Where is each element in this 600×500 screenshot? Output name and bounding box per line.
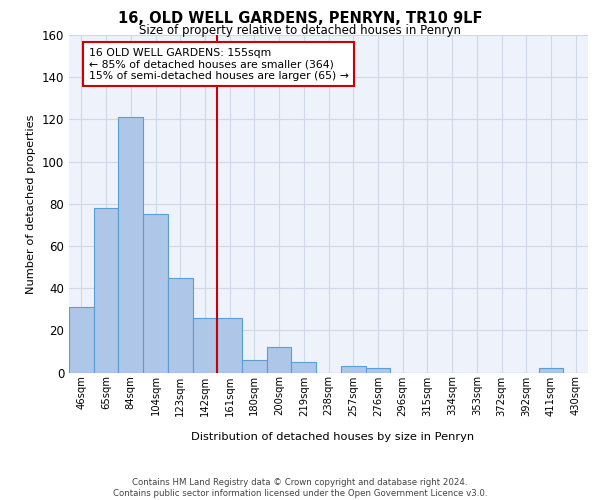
Bar <box>267 347 292 372</box>
Bar <box>143 214 168 372</box>
Text: 16, OLD WELL GARDENS, PENRYN, TR10 9LF: 16, OLD WELL GARDENS, PENRYN, TR10 9LF <box>118 11 482 26</box>
Bar <box>118 118 143 372</box>
Bar <box>69 307 94 372</box>
Y-axis label: Number of detached properties: Number of detached properties <box>26 114 36 294</box>
Bar <box>217 318 242 372</box>
Text: 16 OLD WELL GARDENS: 155sqm
← 85% of detached houses are smaller (364)
15% of se: 16 OLD WELL GARDENS: 155sqm ← 85% of det… <box>89 48 349 81</box>
Bar <box>168 278 193 372</box>
Bar <box>365 368 390 372</box>
Text: Contains HM Land Registry data © Crown copyright and database right 2024.
Contai: Contains HM Land Registry data © Crown c… <box>113 478 487 498</box>
Bar <box>341 366 365 372</box>
Bar <box>242 360 267 372</box>
Bar <box>94 208 118 372</box>
Bar <box>193 318 217 372</box>
Bar <box>539 368 563 372</box>
Bar <box>292 362 316 372</box>
Text: Size of property relative to detached houses in Penryn: Size of property relative to detached ho… <box>139 24 461 37</box>
Text: Distribution of detached houses by size in Penryn: Distribution of detached houses by size … <box>191 432 475 442</box>
